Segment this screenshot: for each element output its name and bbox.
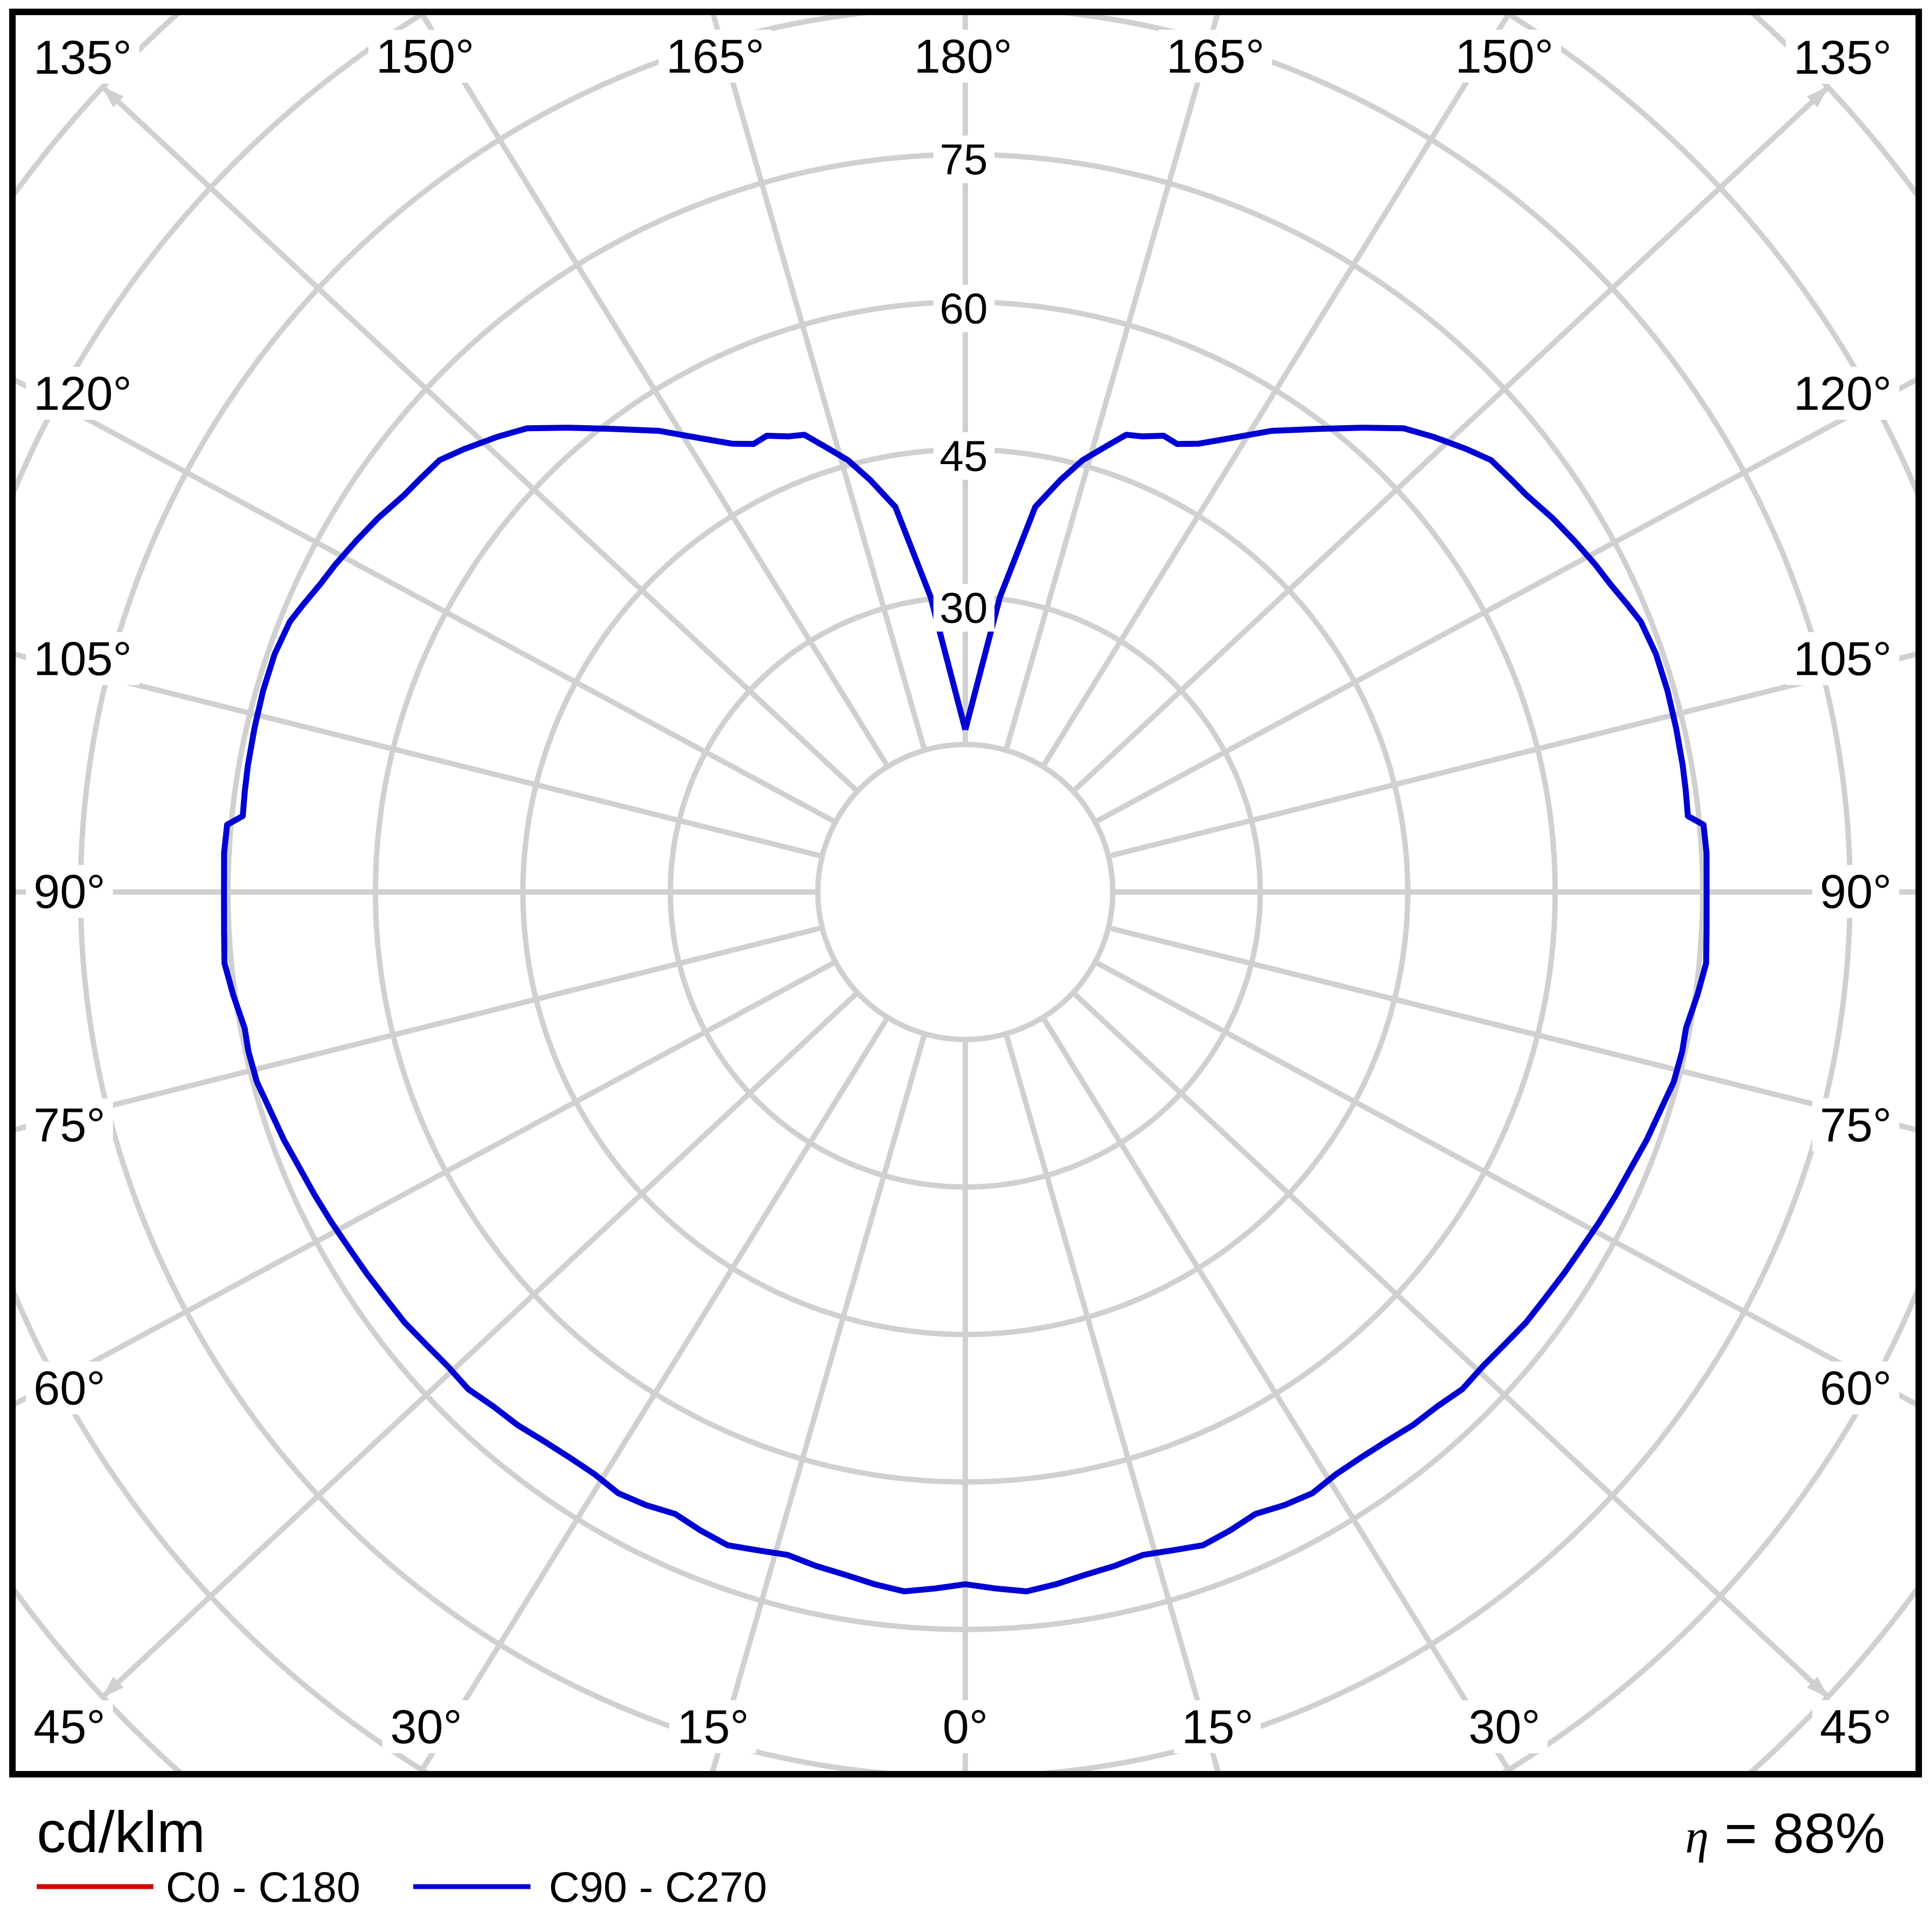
svg-text:30: 30: [940, 584, 988, 632]
svg-text:180°: 180°: [914, 30, 1012, 83]
svg-text:165°: 165°: [666, 30, 764, 83]
svg-text:15°: 15°: [677, 1700, 749, 1754]
svg-text:135°: 135°: [33, 31, 132, 84]
svg-text:105°: 105°: [33, 632, 132, 686]
svg-text:60°: 60°: [33, 1361, 105, 1415]
svg-text:15°: 15°: [1181, 1700, 1253, 1754]
svg-text:45°: 45°: [1820, 1700, 1892, 1754]
svg-text:cd/klm: cd/klm: [37, 1799, 205, 1864]
svg-text:150°: 150°: [1455, 30, 1554, 83]
svg-text:90°: 90°: [1820, 865, 1892, 918]
svg-text:75°: 75°: [1820, 1098, 1892, 1152]
svg-text:45: 45: [940, 432, 988, 480]
svg-text:C0 - C180: C0 - C180: [166, 1863, 360, 1911]
svg-text:120°: 120°: [33, 367, 132, 420]
svg-text:C90 - C270: C90 - C270: [549, 1863, 767, 1911]
svg-text:165°: 165°: [1166, 30, 1265, 83]
svg-text:45°: 45°: [33, 1700, 105, 1754]
svg-text:30°: 30°: [390, 1700, 462, 1754]
svg-text:75°: 75°: [33, 1098, 105, 1152]
svg-text:150°: 150°: [376, 30, 474, 83]
svg-text:0°: 0°: [943, 1700, 988, 1754]
svg-text:60°: 60°: [1820, 1361, 1892, 1415]
svg-text:135°: 135°: [1793, 31, 1892, 84]
svg-text:60: 60: [940, 285, 988, 333]
svg-text:90°: 90°: [33, 865, 105, 918]
svg-text:30°: 30°: [1468, 1700, 1540, 1754]
svg-text:η = 88%: η = 88%: [1685, 1802, 1885, 1865]
svg-text:75: 75: [940, 136, 988, 184]
svg-text:105°: 105°: [1793, 632, 1892, 686]
svg-text:120°: 120°: [1793, 367, 1892, 420]
